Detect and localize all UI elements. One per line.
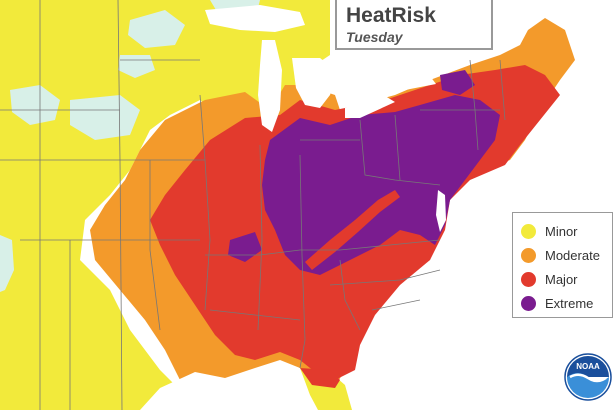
lake-michigan	[258, 40, 282, 132]
legend-swatch-extreme	[521, 295, 536, 311]
legend-swatch-major	[521, 271, 536, 287]
none-risk-patch	[0, 235, 14, 292]
none-risk-patch	[10, 85, 60, 125]
legend: Minor Moderate Major Extreme	[512, 212, 613, 318]
lake-huron	[292, 58, 338, 108]
none-risk-patch	[70, 95, 140, 140]
chesapeake-bay	[436, 190, 446, 232]
legend-label-minor: Minor	[545, 223, 578, 239]
extreme-risk-patch	[440, 70, 475, 95]
legend-swatch-moderate	[521, 247, 536, 263]
map-title: HeatRisk	[346, 4, 436, 27]
state-borders	[0, 0, 506, 410]
map-subtitle: Tuesday	[346, 29, 403, 45]
florida-panhandle-major	[300, 368, 340, 388]
legend-label-moderate: Moderate	[545, 247, 600, 263]
lake-erie	[345, 96, 395, 118]
none-risk-patch	[118, 55, 155, 78]
legend-swatch-minor	[521, 223, 536, 239]
gulf-of-mexico	[140, 360, 345, 410]
extreme-risk-patch	[228, 232, 262, 262]
noaa-logo-icon: NOAA	[564, 353, 612, 401]
noaa-logo-text: NOAA	[576, 362, 600, 371]
lake-ontario	[400, 76, 436, 90]
none-risk-patch	[128, 10, 185, 48]
legend-item-extreme: Extreme	[521, 291, 612, 315]
legend-item-major: Major	[521, 267, 612, 291]
legend-label-major: Major	[545, 271, 578, 287]
legend-item-moderate: Moderate	[521, 243, 612, 267]
lake-superior	[205, 5, 305, 32]
legend-label-extreme: Extreme	[545, 295, 594, 311]
title-box: HeatRisk Tuesday	[335, 0, 493, 50]
legend-item-minor: Minor	[521, 219, 612, 243]
